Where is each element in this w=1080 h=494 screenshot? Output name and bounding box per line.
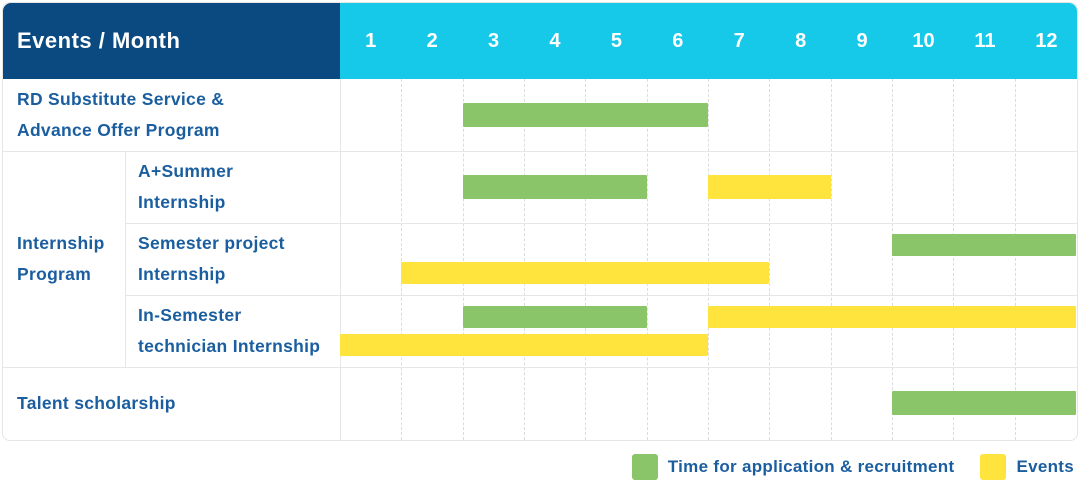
legend: Time for application & recruitment Event… — [0, 440, 1074, 494]
month-gridline — [646, 79, 648, 440]
bar-row-a-plus-summer — [340, 151, 1076, 223]
month-label-6: 6 — [672, 29, 684, 52]
month-header-row: 1 2 3 4 5 6 7 8 9 10 11 12 — [340, 3, 1077, 79]
month-label-5: 5 — [610, 29, 622, 52]
gantt-bar-application — [892, 391, 1076, 415]
row-divider — [3, 367, 1077, 368]
month-label-11: 11 — [974, 29, 996, 52]
month-label-4: 4 — [549, 29, 561, 52]
bar-row-semester-project — [340, 223, 1076, 295]
month-gridline — [953, 79, 955, 440]
month-gridline — [462, 79, 464, 440]
row-label-rd-substitute: RD Substitute Service & Advance Offer Pr… — [17, 89, 225, 140]
row-divider — [3, 151, 1077, 152]
legend-swatch-application-icon — [631, 454, 658, 480]
page-title: Events / Month — [17, 28, 181, 53]
month-gridline — [708, 79, 709, 440]
month-gridline — [830, 79, 832, 440]
label-column-divider — [340, 79, 341, 440]
gantt-bar-events — [340, 334, 708, 356]
gantt-bar-application — [462, 175, 647, 199]
month-label-1: 1 — [365, 29, 377, 52]
month-gridline — [401, 79, 403, 440]
gantt-bar-application — [462, 103, 708, 127]
row-label-a-plus-summer: A+Summer Internship — [138, 161, 234, 212]
month-label-3: 3 — [487, 29, 500, 52]
gantt-bar-events — [401, 262, 770, 284]
month-label-10: 10 — [912, 29, 935, 52]
bar-row-rd-substitute — [340, 79, 1076, 151]
gantt-bar-application — [892, 234, 1076, 256]
month-gridline — [1014, 79, 1016, 440]
month-label-7: 7 — [733, 29, 745, 52]
events-month-table: Events / Month 1 2 3 4 5 6 7 8 9 10 11 12 RD Substi… — [2, 2, 1078, 441]
legend-label-events: Events — [1016, 457, 1074, 476]
gantt-bar-application — [462, 306, 647, 328]
month-label-2: 2 — [426, 29, 438, 52]
month-gridline — [769, 79, 771, 440]
row-label-semester-project: Semester project Internship — [138, 233, 285, 284]
gantt-bar-events — [708, 306, 1076, 328]
table-header-title-cell: Events / Month — [3, 3, 340, 79]
row-label-talent-scholarship: Talent scholarship — [17, 392, 176, 413]
month-label-9: 9 — [856, 29, 868, 52]
row-divider — [125, 223, 1077, 224]
bar-row-in-semester-technician — [340, 295, 1076, 367]
month-gridline — [585, 79, 587, 440]
month-label-8: 8 — [795, 29, 807, 52]
table-header: Events / Month 1 2 3 4 5 6 7 8 9 10 11 12 — [3, 3, 1077, 79]
gantt-bar-events — [708, 175, 831, 199]
month-label-12: 12 — [1035, 29, 1058, 52]
month-gridline — [524, 79, 525, 440]
legend-label-application: Time for application & recruitment — [667, 457, 955, 476]
group-label-internship-program: Internship Program — [17, 233, 105, 284]
table-body: RD Substitute Service & Advance Offer Pr… — [3, 79, 1077, 440]
sub-column-divider — [125, 151, 126, 367]
legend-swatch-events-icon — [980, 454, 1007, 480]
row-label-in-semester-technician: In-Semester technician Internship — [138, 305, 321, 356]
row-divider — [125, 295, 1077, 296]
month-gridline — [892, 79, 893, 440]
bar-row-talent-scholarship — [340, 367, 1076, 439]
